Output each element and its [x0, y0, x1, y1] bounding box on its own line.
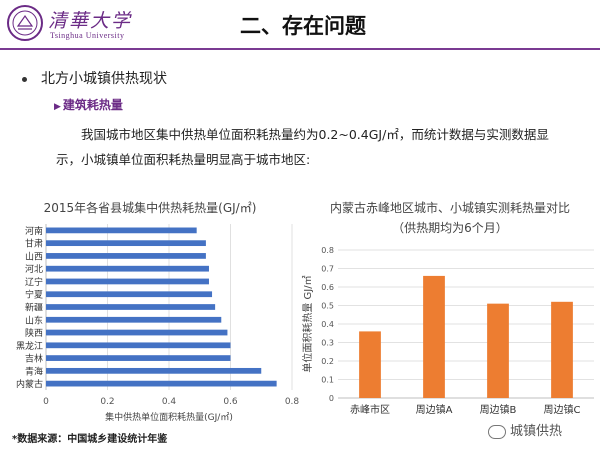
y-tick-label: 0.4 [321, 320, 334, 329]
bar [46, 227, 197, 234]
y-tick-label: 0.7 [321, 265, 334, 274]
x-tick-label: 0.2 [100, 397, 114, 407]
x-tick-label: 0.4 [162, 397, 177, 407]
header-divider [0, 48, 600, 50]
province-heat-chart: 2015年各省县城集中供热耗热量(GJ/㎡)0 0.2 0.4 0.6 0.8河南甘肃山… [16, 200, 300, 423]
triangle-right-icon: ▶ [54, 102, 61, 112]
category-label: 黑龙江 [16, 340, 43, 352]
y-tick-label: 0.2 [321, 357, 334, 366]
bar [46, 355, 231, 361]
x-tick-label: 0 [43, 397, 49, 407]
chart-title: 2015年各省县城集中供热耗热量(GJ/㎡) [44, 200, 257, 215]
subheading-text: 建筑耗热量 [62, 98, 123, 112]
bar [46, 291, 213, 298]
x-tick-label: 0.6 [223, 397, 238, 407]
logo-text-en: Tsinghua University [50, 31, 125, 40]
y-tick-label: 0.3 [321, 339, 334, 348]
bullet-item: 北方小城镇供热现状 [22, 68, 167, 88]
bullet-dot-icon [22, 76, 27, 82]
bar [46, 240, 206, 247]
y-tick-label: 0.8 [321, 246, 334, 255]
y-tick-label: 0.6 [321, 283, 334, 292]
y-tick-label: 0.1 [321, 376, 334, 385]
category-label: 吉林 [25, 353, 43, 365]
wechat-text: 城镇供热 [510, 424, 563, 439]
logo-text-cn: 清華大学 [48, 10, 133, 32]
category-label: 宁夏 [25, 289, 43, 301]
wechat-watermark: 城镇供热 [488, 420, 562, 439]
bar [46, 329, 228, 336]
data-source-note: *数据来源：中国城乡建设统计年鉴 [12, 434, 168, 445]
category-label: 周边镇C [544, 403, 581, 416]
bar [46, 278, 209, 285]
category-label: 周边镇A [416, 403, 453, 416]
bullet-text: 北方小城镇供热现状 [41, 71, 167, 87]
bar [46, 253, 206, 259]
category-label: 陕西 [25, 327, 43, 339]
chart-subtitle: （供热期均为6个月） [392, 221, 508, 235]
bar [46, 342, 231, 349]
tsinghua-seal-icon [7, 5, 43, 41]
category-label: 青海 [25, 365, 43, 377]
category-label: 河南 [25, 225, 43, 237]
bar [46, 265, 209, 272]
bar [46, 304, 216, 310]
subheading: ▶ 建筑耗热量 [54, 96, 123, 113]
chart-title: 内蒙古赤峰地区城市、小城镇实测耗热量对比 [330, 200, 570, 215]
paragraph: 我国城市地区集中供热单位面积耗热量约为0.2~0.4GJ/㎡，而统计数据与实测数… [56, 122, 576, 172]
bar [359, 331, 381, 398]
x-tick-label: 0.8 [285, 397, 300, 407]
y-tick-label: 0.5 [321, 302, 334, 311]
bar [551, 301, 573, 398]
wechat-icon [488, 424, 506, 439]
category-label: 辽宁 [25, 276, 43, 288]
category-label: 河北 [25, 263, 43, 275]
bar [46, 316, 222, 323]
paragraph-line-2: 示，小城镇单位面积耗热量明显高于城市地区: [56, 152, 311, 167]
slide-header: 清華大学 Tsinghua University 二、存在问题 [0, 0, 600, 48]
category-label: 山东 [25, 314, 43, 326]
category-label: 甘肃 [25, 238, 43, 250]
bar [46, 367, 262, 374]
bar [487, 303, 509, 398]
bar [46, 380, 277, 387]
y-tick-label: 0 [329, 394, 334, 403]
tsinghua-logo: 清華大学 Tsinghua University [6, 4, 156, 46]
category-label: 新疆 [25, 302, 43, 314]
y-axis-label: 单位面积耗热量 GJ/㎡ [301, 275, 314, 372]
category-label: 山西 [25, 251, 43, 262]
bar [423, 275, 445, 398]
category-label: 内蒙古 [16, 378, 43, 390]
paragraph-line-1: 我国城市地区集中供热单位面积耗热量约为0.2~0.4GJ/㎡，而统计数据与实测数… [81, 127, 549, 142]
chifeng-heat-chart: 内蒙古赤峰地区城市、小城镇实测耗热量对比 （供热期均为6个月） 0 0.1 0.2 0.3… [301, 200, 594, 416]
x-axis-label: 集中供热单位面积耗热量(GJ/㎡) [105, 411, 233, 423]
category-label: 周边镇B [480, 403, 517, 416]
slide-title: 二、存在问题 [240, 13, 366, 38]
category-label: 赤峰市区 [350, 403, 390, 416]
